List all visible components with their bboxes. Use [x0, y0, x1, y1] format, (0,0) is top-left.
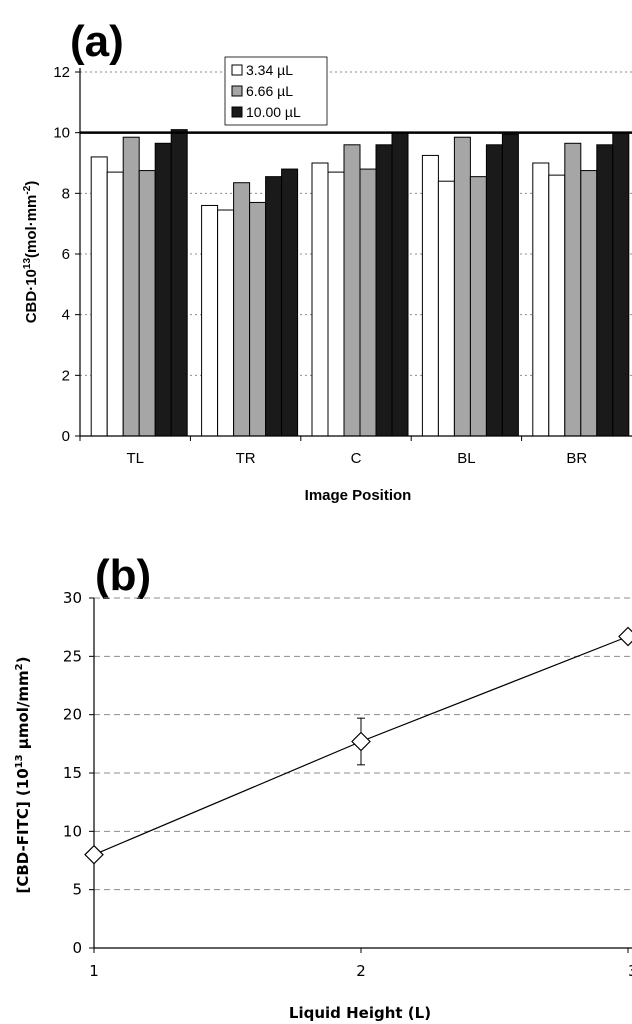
y-axis-title-a-sup2: -2 [22, 185, 33, 194]
y-axis-title-a: CBD·1013(mol·mm-2) [22, 181, 40, 324]
bar-C-series-2 [391, 132, 409, 437]
legend-label-3-34: 3.34 µL [246, 62, 293, 78]
bar-BL-series-2 [485, 144, 503, 437]
bar-TR-series-0 [201, 204, 219, 437]
y-axis-title-b-sup2: 2 [14, 663, 25, 670]
y-axis-title-a-part1: CBD·10 [23, 269, 40, 323]
line-chart-panel-b: (b) 0 5 10 15 20 25 30 1 2 3 Liquid Height (L) [… [14, 551, 632, 1022]
bar-BR-series-0 [532, 162, 550, 437]
legend-swatch-3-34 [231, 64, 243, 76]
y-tick-label-b: 10 [63, 822, 82, 840]
x-tick-label-a: TL [126, 450, 144, 467]
x-tick-label-a: BR [566, 450, 587, 467]
y-tick-label-a: 8 [62, 185, 70, 202]
bar-BL-series-0 [437, 180, 455, 437]
y-axis-title-a-sup1: 13 [22, 258, 33, 270]
bar-BR-series-1 [580, 170, 598, 437]
x-axis-title-a: Image Position [305, 487, 412, 504]
bar-TR-series-0 [217, 209, 235, 437]
y-axis-title-a-part3: ) [23, 181, 40, 186]
diamond-marker-b-2 [618, 626, 632, 647]
y-tick-label-b: 5 [72, 881, 82, 899]
bar-TR-series-2 [281, 168, 299, 437]
legend-label-10-00: 10.00 µL [246, 104, 301, 120]
y-tick-label-a: 12 [53, 64, 70, 81]
bar-C-series-0 [311, 162, 329, 437]
bar-TR-series-1 [249, 201, 267, 437]
diamond-marker-b-1 [351, 731, 371, 752]
x-tick-label-b: 2 [356, 962, 366, 980]
bar-C-series-0 [327, 171, 345, 437]
panel-label-a: (a) [70, 17, 124, 66]
bar-C-series-1 [343, 144, 361, 437]
y-axis-title-b-part3: ) [14, 657, 32, 664]
bar-C-series-2 [375, 144, 393, 437]
diamond-marker-b-0 [84, 844, 104, 865]
y-tick-label-b: 15 [63, 764, 82, 782]
y-tick-label-a: 2 [62, 367, 70, 384]
bar-BL-series-1 [469, 176, 487, 437]
legend-a: 3.34 µL 6.66 µL 10.00 µL [224, 56, 328, 126]
x-tick-label-a: TR [236, 450, 256, 467]
bar-TL-series-0 [106, 171, 124, 437]
x-tick-label-a: BL [457, 450, 475, 467]
x-axis-title-b: Liquid Height (L) [289, 1004, 431, 1022]
bar-BR-series-1 [564, 142, 582, 437]
bar-TR-series-1 [233, 182, 251, 437]
y-tick-label-a: 6 [62, 246, 70, 263]
bar-BL-series-2 [501, 133, 519, 437]
y-tick-label-b: 30 [63, 589, 82, 607]
y-axis-title-b-sup1: 13 [14, 754, 25, 768]
panel-label-b: (b) [95, 551, 151, 600]
y-axis-title-b: [CBD-FITC] (1013 µmol/mm2) [14, 657, 32, 894]
y-axis-title-a-part2: (mol·mm [23, 195, 40, 258]
bar-TL-series-1 [122, 136, 140, 437]
bar-BR-series-0 [548, 174, 566, 437]
y-tick-label-a: 10 [53, 125, 70, 142]
x-tick-label-b: 3 [628, 962, 632, 980]
y-tick-label-b: 0 [72, 939, 82, 957]
y-axis-title-b-part2: µmol/mm [14, 670, 32, 754]
legend-label-6-66: 6.66 µL [246, 83, 293, 99]
y-axis-title-b-part1: [CBD-FITC] (10 [14, 768, 32, 893]
bar-TL-series-0 [90, 156, 108, 437]
bar-TL-series-1 [138, 170, 156, 437]
bar-BR-series-2 [596, 144, 614, 437]
bar-TL-series-2 [154, 142, 172, 437]
x-tick-label-b: 1 [89, 962, 99, 980]
legend-swatch-6-66 [231, 85, 243, 97]
y-tick-label-b: 20 [63, 706, 82, 724]
bar-TL-series-2 [170, 129, 188, 437]
y-tick-label-b: 25 [63, 647, 82, 665]
bar-BL-series-0 [421, 154, 439, 437]
x-tick-label-a: C [351, 450, 362, 467]
y-tick-label-a: 4 [62, 307, 70, 324]
legend-swatch-10-00 [231, 106, 243, 118]
bar-BR-series-2 [612, 132, 630, 437]
bar-chart-panel-a: (a) 0 2 4 6 8 10 12 TL TR C BL BR Image Position C… [22, 17, 632, 504]
bar-TR-series-2 [265, 176, 283, 437]
y-tick-label-a: 0 [62, 428, 70, 445]
bar-BL-series-1 [453, 136, 471, 437]
bar-C-series-1 [359, 168, 377, 437]
